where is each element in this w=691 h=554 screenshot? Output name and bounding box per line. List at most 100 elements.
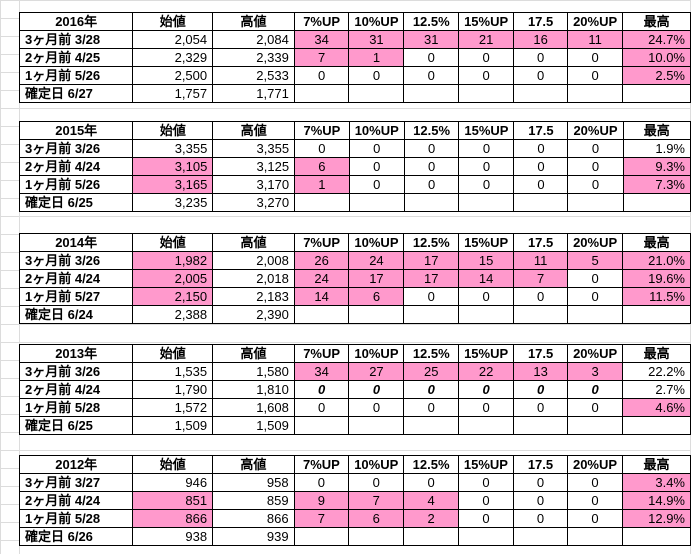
count-12-5[interactable]: 17: [403, 269, 460, 288]
empty-cell[interactable]: [567, 305, 624, 324]
header-open[interactable]: 始値: [132, 455, 214, 474]
open-cell[interactable]: 2,054: [132, 30, 214, 49]
high-cell[interactable]: 2,008: [212, 251, 295, 270]
max-cell[interactable]: 7.3%: [622, 175, 691, 194]
year-cell[interactable]: 2013年: [18, 344, 134, 363]
row-label[interactable]: 確定日 6/25: [18, 193, 134, 212]
header-10up[interactable]: 10%UP: [348, 233, 405, 252]
open-cell[interactable]: 1,535: [132, 362, 214, 381]
header-7up[interactable]: 7%UP: [293, 455, 350, 474]
max-cell[interactable]: 2.7%: [622, 380, 691, 399]
empty-cell[interactable]: [293, 84, 350, 103]
high-cell[interactable]: 939: [212, 527, 295, 546]
open-cell[interactable]: 2,329: [132, 48, 214, 67]
empty-cell[interactable]: [348, 527, 405, 546]
count-20up[interactable]: 0: [567, 48, 624, 67]
count-20up[interactable]: 0: [566, 509, 624, 528]
empty-cell[interactable]: [348, 84, 405, 103]
count-17-5[interactable]: 7: [513, 269, 569, 288]
header-15up[interactable]: 15%UP: [458, 344, 515, 363]
count-17-5[interactable]: 13: [513, 362, 569, 381]
empty-cell[interactable]: [513, 305, 569, 324]
header-20up[interactable]: 20%UP: [567, 12, 624, 31]
empty-cell[interactable]: [567, 193, 624, 212]
max-cell[interactable]: 21.0%: [622, 251, 691, 270]
header-max[interactable]: 最高: [622, 233, 691, 252]
row-label[interactable]: 確定日 6/25: [18, 416, 134, 435]
empty-cell[interactable]: [403, 416, 460, 435]
open-cell[interactable]: 946: [132, 473, 214, 492]
high-cell[interactable]: 2,018: [212, 269, 295, 288]
count-17-5[interactable]: 0: [513, 157, 569, 176]
empty-cell[interactable]: [294, 193, 350, 212]
open-cell[interactable]: 2,500: [132, 66, 214, 85]
count-7up[interactable]: 7: [293, 509, 350, 528]
count-17-5[interactable]: 0: [513, 139, 569, 158]
empty-cell[interactable]: [457, 527, 514, 546]
row-label[interactable]: 2ヶ月前 4/24: [18, 157, 134, 176]
count-15up[interactable]: 15: [458, 251, 515, 270]
empty-cell[interactable]: [458, 305, 515, 324]
count-10up[interactable]: 0: [348, 473, 405, 492]
high-cell[interactable]: 2,084: [212, 30, 295, 49]
count-7up[interactable]: 26: [293, 251, 350, 270]
empty-cell[interactable]: [513, 416, 569, 435]
row-label[interactable]: 3ヶ月前 3/26: [18, 362, 134, 381]
open-cell[interactable]: 3,355: [132, 139, 214, 158]
empty-cell[interactable]: [622, 527, 691, 546]
max-cell[interactable]: 24.7%: [622, 30, 691, 49]
open-cell[interactable]: 1,757: [132, 84, 214, 103]
count-20up[interactable]: 0: [567, 287, 624, 306]
count-7up[interactable]: 34: [293, 30, 350, 49]
count-12-5[interactable]: 0: [403, 66, 460, 85]
header-max[interactable]: 最高: [622, 455, 691, 474]
count-10up[interactable]: 31: [348, 30, 405, 49]
count-12-5[interactable]: 0: [403, 157, 460, 176]
max-cell[interactable]: 19.6%: [622, 269, 691, 288]
row-label[interactable]: 3ヶ月前 3/28: [18, 30, 134, 49]
row-label[interactable]: 確定日 6/24: [18, 305, 134, 324]
count-15up[interactable]: 22: [458, 362, 515, 381]
high-cell[interactable]: 1,608: [212, 398, 295, 417]
count-17-5[interactable]: 0: [512, 473, 568, 492]
count-15up[interactable]: 0: [457, 491, 514, 510]
open-cell[interactable]: 2,005: [132, 269, 214, 288]
max-cell[interactable]: 3.4%: [622, 473, 691, 492]
year-cell[interactable]: 2016年: [18, 12, 134, 31]
count-10up[interactable]: 0: [348, 66, 405, 85]
high-cell[interactable]: 1,810: [212, 380, 295, 399]
header-15up[interactable]: 15%UP: [458, 121, 515, 140]
header-high[interactable]: 高値: [212, 344, 295, 363]
open-cell[interactable]: 866: [132, 509, 214, 528]
count-7up[interactable]: 14: [293, 287, 350, 306]
empty-cell[interactable]: [403, 305, 460, 324]
row-label[interactable]: 確定日 6/27: [18, 84, 134, 103]
header-15up[interactable]: 15%UP: [458, 12, 515, 31]
count-15up[interactable]: 0: [458, 175, 515, 194]
open-cell[interactable]: 851: [132, 491, 214, 510]
empty-cell[interactable]: [293, 527, 350, 546]
header-12-5[interactable]: 12.5%: [403, 233, 460, 252]
header-12-5[interactable]: 12.5%: [403, 121, 460, 140]
header-17-5[interactable]: 17.5: [513, 121, 569, 140]
count-10up[interactable]: 27: [348, 362, 405, 381]
count-12-5[interactable]: 0: [403, 175, 460, 194]
count-17-5[interactable]: 11: [513, 251, 569, 270]
count-12-5[interactable]: 31: [403, 30, 460, 49]
count-17-5[interactable]: 16: [513, 30, 569, 49]
high-cell[interactable]: 2,339: [212, 48, 295, 67]
count-15up[interactable]: 0: [458, 139, 515, 158]
header-open[interactable]: 始値: [132, 121, 214, 140]
count-7up[interactable]: 34: [293, 362, 350, 381]
count-20up[interactable]: 0: [566, 491, 624, 510]
open-cell[interactable]: 2,388: [132, 305, 214, 324]
empty-cell[interactable]: [622, 84, 691, 103]
count-7up[interactable]: 7: [293, 48, 350, 67]
header-max[interactable]: 最高: [622, 121, 691, 140]
header-7up[interactable]: 7%UP: [294, 121, 350, 140]
high-cell[interactable]: 2,533: [212, 66, 295, 85]
open-cell[interactable]: 1,509: [132, 416, 214, 435]
high-cell[interactable]: 866: [212, 509, 295, 528]
header-open[interactable]: 始値: [132, 344, 214, 363]
row-label[interactable]: 1ヶ月前 5/27: [18, 287, 134, 306]
